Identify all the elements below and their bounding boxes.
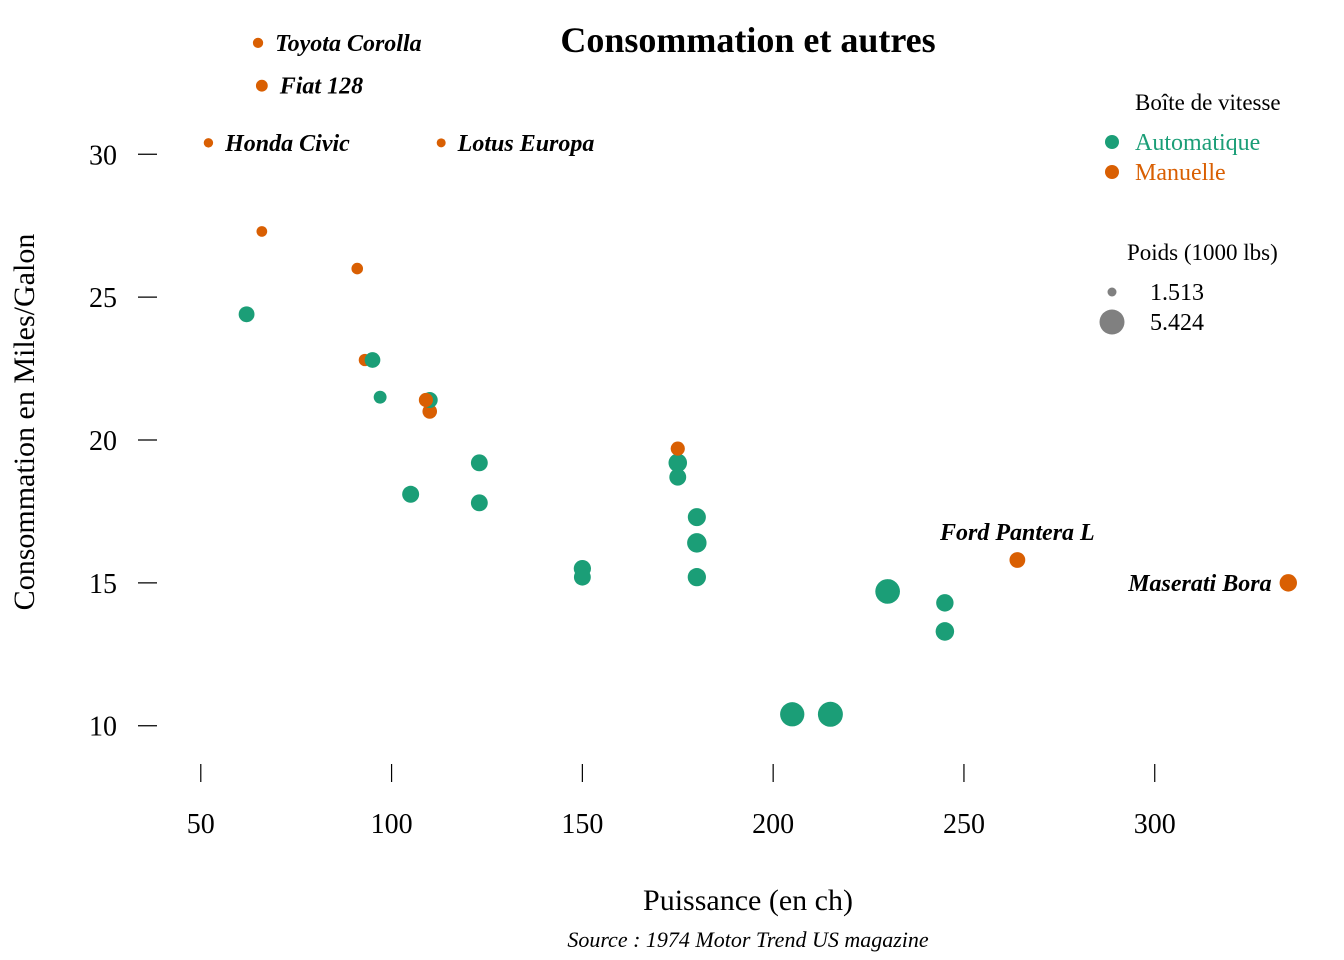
y-axis-label: Consommation en Miles/Galon (8, 234, 41, 611)
data-point (875, 579, 900, 604)
legend-size-label: 5.424 (1150, 310, 1204, 336)
data-point (256, 226, 268, 237)
data-point (373, 390, 387, 404)
data-point (817, 701, 843, 727)
y-tick-label: 10 (89, 712, 117, 743)
x-tick-label: 200 (752, 809, 794, 840)
data-point (669, 468, 687, 486)
legend-size-key (1107, 287, 1117, 297)
data-point (1009, 552, 1026, 568)
data-points (203, 37, 1297, 727)
x-tick-label: 100 (371, 809, 413, 840)
legend-transmission-title: Boîte de vitesse (1135, 90, 1281, 115)
data-point (351, 262, 364, 275)
car-label: Honda Civic (224, 131, 350, 157)
data-point (668, 453, 688, 473)
car-label: Lotus Europa (457, 131, 595, 157)
y-tick-label: 20 (89, 426, 117, 457)
x-tick-label: 300 (1134, 809, 1176, 840)
y-tick-label: 25 (89, 283, 117, 314)
legend-label-manual: Manuelle (1135, 160, 1226, 186)
legend-size-label: 1.513 (1150, 280, 1204, 306)
data-point (780, 702, 805, 727)
data-point (936, 594, 954, 612)
car-label: Maserati Bora (1127, 571, 1271, 597)
data-point (470, 494, 488, 512)
chart-title: Consommation et autres (560, 20, 935, 60)
data-point (436, 138, 446, 148)
data-point (573, 568, 591, 586)
legend-weight: Poids (1000 lbs) 1.513 5.424 (1099, 240, 1278, 336)
car-label: Toyota Corolla (275, 31, 421, 57)
x-axis: 50 100 150 200 250 300 (187, 764, 1176, 840)
data-point (687, 568, 706, 587)
x-tick-label: 50 (187, 809, 215, 840)
data-point (255, 79, 268, 92)
legend-size-key (1099, 309, 1125, 335)
data-point (670, 441, 685, 456)
legend-transmission: Boîte de vitesse Automatique Manuelle (1105, 90, 1281, 186)
data-point (470, 454, 488, 472)
y-axis: 10 15 20 25 30 (89, 140, 157, 743)
x-tick-label: 250 (943, 809, 985, 840)
legend-key-manual (1105, 165, 1119, 179)
data-point (364, 352, 381, 368)
data-point (687, 533, 707, 553)
data-point (203, 138, 214, 148)
car-label: Fiat 128 (279, 74, 363, 100)
data-point (1279, 574, 1297, 592)
legend-key-auto (1105, 135, 1119, 149)
x-axis-label: Puissance (en ch) (643, 884, 853, 917)
data-point (238, 306, 255, 323)
data-point (935, 622, 955, 641)
legend-weight-title: Poids (1000 lbs) (1127, 240, 1278, 265)
data-point (422, 404, 438, 419)
data-point (402, 485, 420, 503)
car-label: Ford Pantera L (939, 520, 1095, 546)
point-labels: Fiat 128 Honda Civic Toyota Corolla Lotus E… (224, 31, 1271, 597)
y-tick-label: 15 (89, 569, 117, 600)
x-tick-label: 150 (561, 809, 603, 840)
data-point (418, 392, 434, 408)
caption: Source : 1974 Motor Trend US magazine (567, 927, 929, 952)
data-point (687, 508, 706, 527)
y-tick-label: 30 (89, 140, 117, 171)
data-point (252, 37, 264, 49)
legend-label-auto: Automatique (1135, 130, 1260, 156)
